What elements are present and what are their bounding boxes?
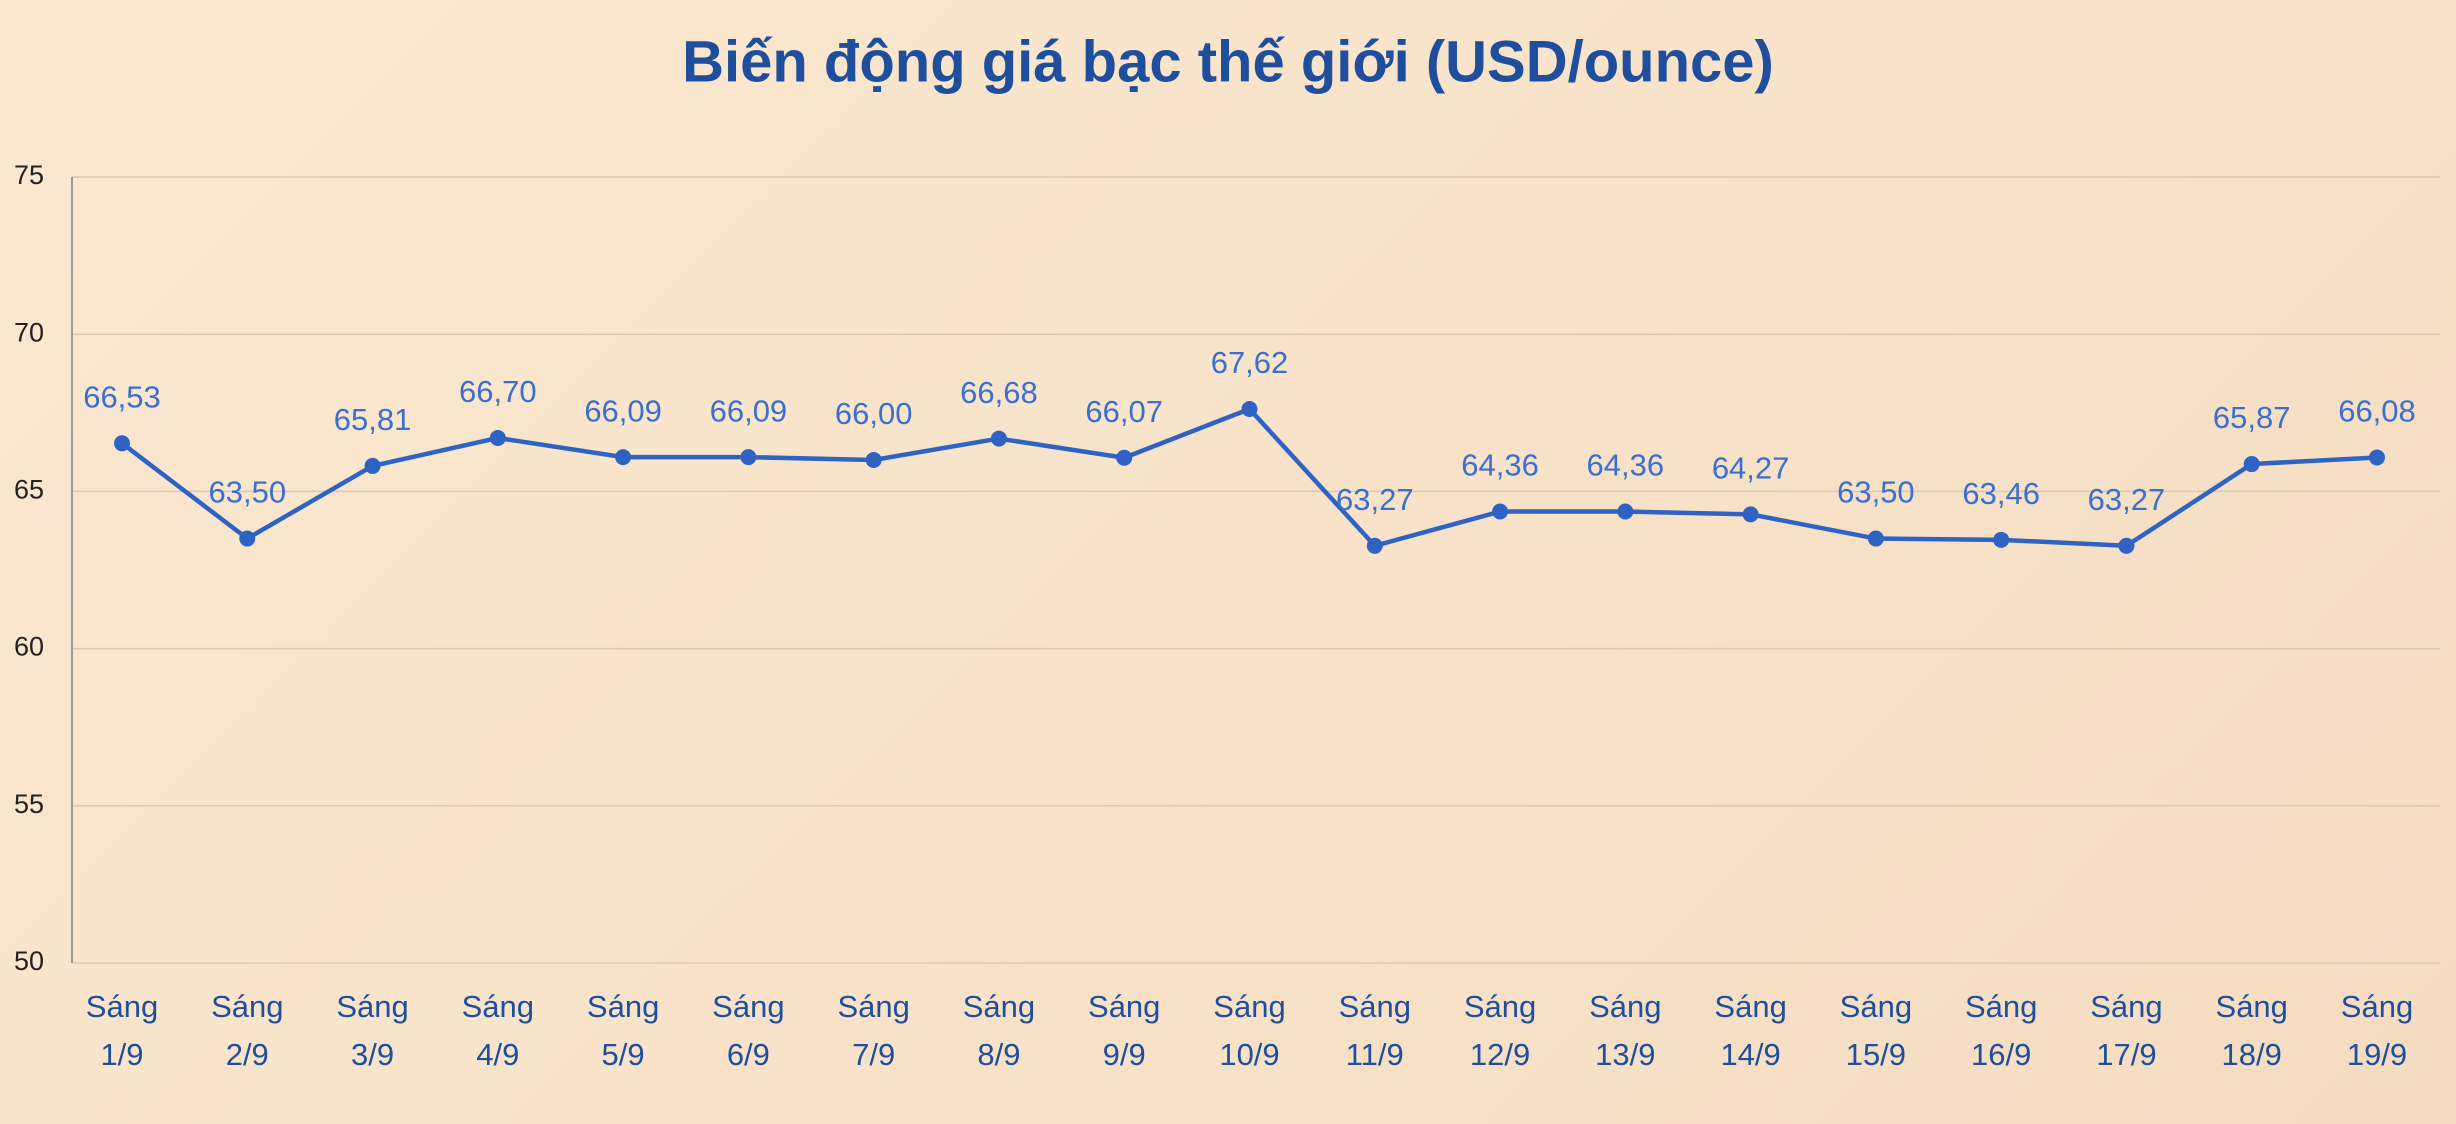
x-tick-label: Sáng 3/9 bbox=[336, 989, 409, 1072]
data-label: 66,53 bbox=[83, 379, 161, 414]
data-label: 66,00 bbox=[835, 396, 913, 431]
x-tick-label: Sáng 8/9 bbox=[962, 989, 1036, 1072]
data-label: 63,46 bbox=[1962, 476, 2040, 511]
x-tick-label: Sáng 16/9 bbox=[1964, 989, 2038, 1072]
point bbox=[615, 449, 632, 466]
point bbox=[1867, 530, 1884, 547]
data-label: 64,36 bbox=[1461, 448, 1539, 483]
y-tick-label: 50 bbox=[14, 946, 44, 976]
x-tick-label: Sáng 13/9 bbox=[1589, 989, 1662, 1072]
x-tick-label: Sáng 5/9 bbox=[586, 989, 660, 1072]
x-tick-label: Sáng 11/9 bbox=[1338, 989, 1411, 1072]
data-label: 65,81 bbox=[334, 402, 412, 437]
point bbox=[865, 451, 882, 468]
data-label: 63,27 bbox=[2088, 482, 2166, 517]
data-label: 67,62 bbox=[1211, 345, 1289, 380]
y-tick-label: 65 bbox=[14, 475, 44, 505]
x-tick-label: Sáng 7/9 bbox=[837, 989, 910, 1072]
x-tick-label: Sáng 10/9 bbox=[1213, 989, 1286, 1072]
data-label: 63,50 bbox=[1837, 475, 1915, 510]
x-tick-label: Sáng 4/9 bbox=[461, 989, 535, 1072]
x-tick-label: Sáng 17/9 bbox=[2090, 989, 2163, 1072]
chart-title: Biến động giá bạc thế giới (USD/ounce) bbox=[682, 29, 1774, 94]
point bbox=[1993, 531, 2010, 548]
point bbox=[2118, 537, 2135, 554]
point bbox=[740, 449, 757, 466]
point bbox=[1617, 503, 1634, 520]
point bbox=[1742, 506, 1759, 523]
x-tick-label: Sáng 18/9 bbox=[2215, 989, 2288, 1072]
y-tick-label: 70 bbox=[14, 317, 44, 347]
y-tick-label: 55 bbox=[14, 789, 44, 819]
data-label: 66,07 bbox=[1085, 394, 1163, 429]
data-label: 63,50 bbox=[208, 475, 286, 510]
data-label: 64,27 bbox=[1712, 451, 1790, 486]
y-tick-label: 60 bbox=[14, 632, 44, 662]
x-tick-label: Sáng 2/9 bbox=[211, 989, 284, 1072]
x-tick-label: Sáng 15/9 bbox=[1839, 989, 1913, 1072]
data-label: 64,36 bbox=[1587, 448, 1665, 483]
point bbox=[1366, 537, 1383, 554]
data-label: 66,08 bbox=[2338, 394, 2416, 429]
data-label: 66,09 bbox=[710, 393, 788, 428]
data-label: 66,70 bbox=[459, 374, 537, 409]
x-tick-label: Sáng 14/9 bbox=[1714, 989, 1787, 1072]
x-tick-label: Sáng 1/9 bbox=[85, 989, 159, 1072]
x-tick-label: Sáng 12/9 bbox=[1463, 989, 1537, 1072]
point bbox=[2243, 456, 2260, 473]
point bbox=[990, 430, 1007, 447]
point bbox=[239, 530, 256, 547]
data-label: 65,87 bbox=[2213, 400, 2291, 435]
point bbox=[364, 457, 381, 474]
point bbox=[114, 435, 130, 452]
point bbox=[1116, 449, 1133, 466]
x-tick-label: Sáng 19/9 bbox=[2340, 989, 2414, 1072]
point bbox=[1241, 401, 1258, 418]
data-label: 66,09 bbox=[584, 393, 662, 428]
data-label: 66,68 bbox=[960, 375, 1038, 410]
x-tick-label: Sáng 6/9 bbox=[712, 989, 785, 1072]
x-tick-label: Sáng 9/9 bbox=[1088, 989, 1161, 1072]
data-label: 63,27 bbox=[1336, 482, 1414, 517]
point bbox=[1492, 503, 1509, 520]
point bbox=[489, 429, 506, 446]
y-tick-label: 75 bbox=[14, 160, 44, 190]
point bbox=[2369, 449, 2385, 466]
